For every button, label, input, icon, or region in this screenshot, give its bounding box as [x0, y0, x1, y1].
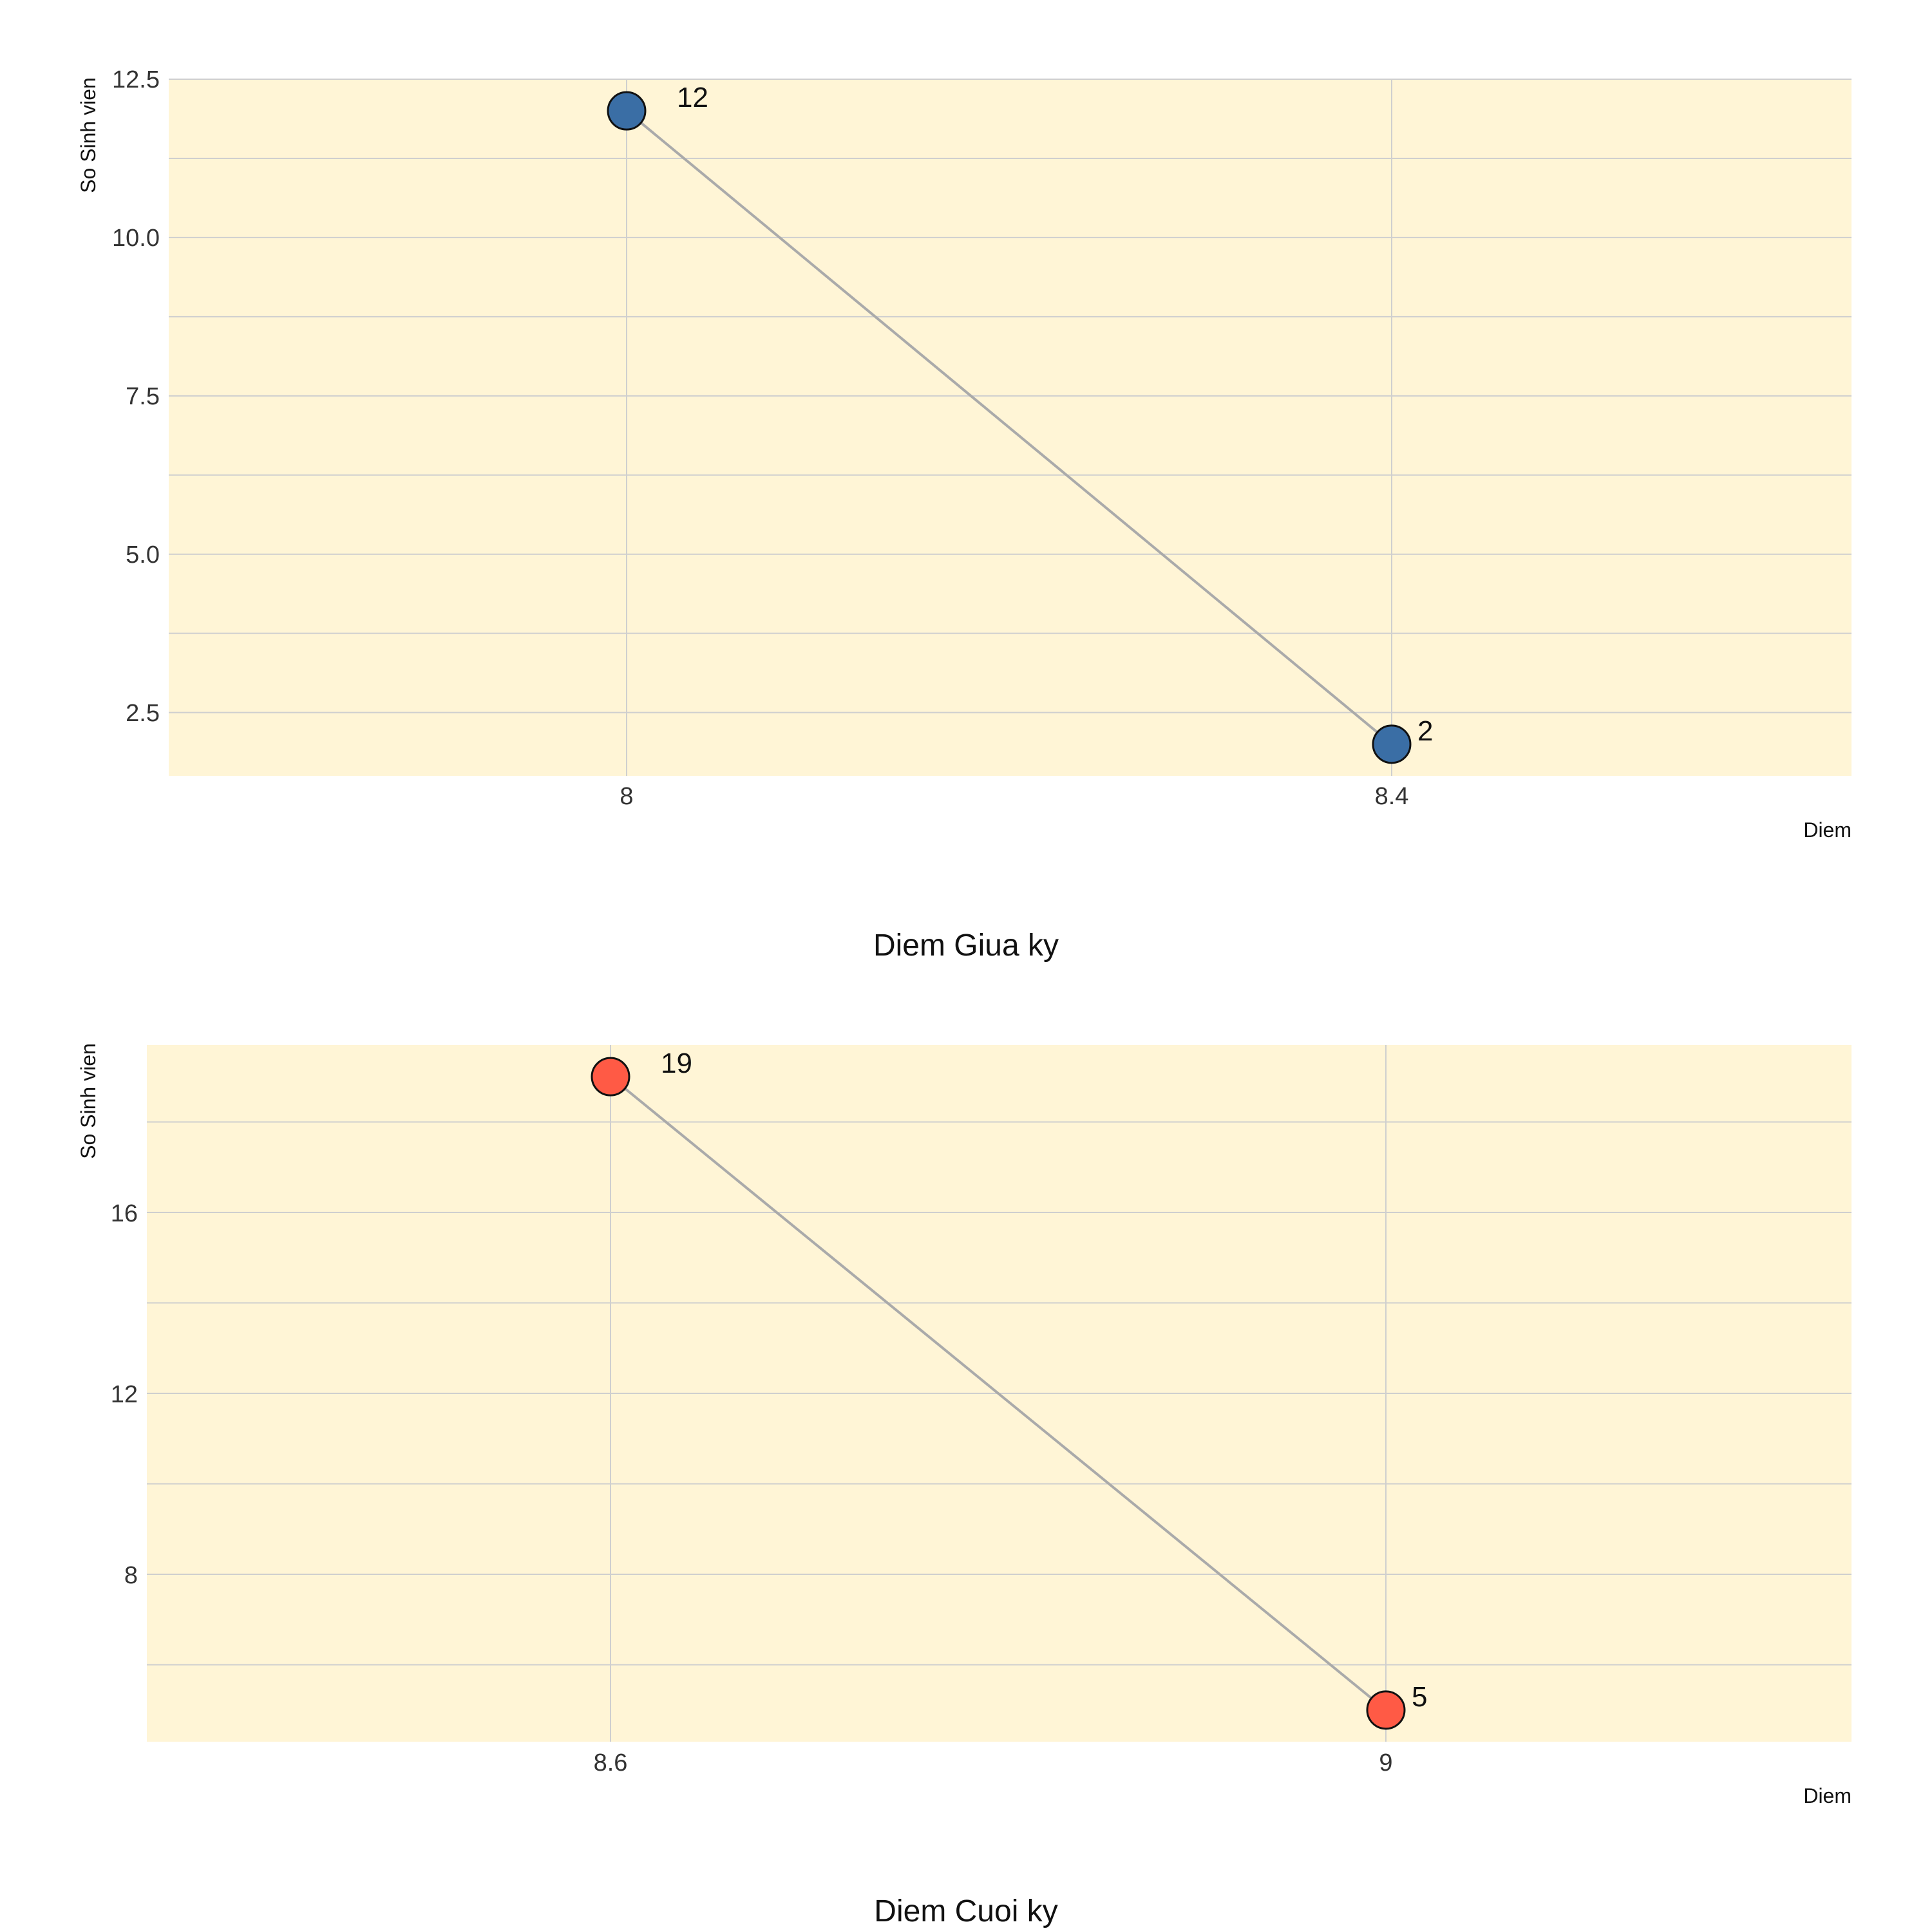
data-point [607, 91, 647, 131]
series-line [625, 109, 1393, 746]
data-point [1366, 1690, 1406, 1730]
y-tick-label: 2.5 [126, 700, 160, 727]
x-tick-label: 8.6 [594, 1749, 628, 1776]
x-axis-label: Diem [1803, 1784, 1852, 1807]
gridlines-midterm [169, 79, 1852, 776]
y-axis-label: So Sinh vien [77, 1043, 100, 1159]
data-label: 19 [661, 1048, 692, 1079]
marks-final: 19 5 [591, 1048, 1427, 1730]
chart-title: Diem Cuoi ky [874, 1894, 1057, 1928]
x-tick-label: 9 [1379, 1749, 1392, 1776]
data-label: 2 [1417, 715, 1433, 747]
y-tick-label: 7.5 [126, 383, 160, 410]
chart-midterm: 12 2 8 8.4 2.5 5.0 7.5 10.0 12.5 So Sinh … [77, 66, 1852, 963]
data-point [1372, 724, 1412, 764]
y-tick-label: 16 [111, 1200, 138, 1227]
y-tick-label: 12.5 [112, 66, 160, 93]
y-tick-label: 12 [111, 1381, 138, 1408]
data-label: 12 [677, 82, 708, 113]
y-axis-label: So Sinh vien [77, 77, 100, 193]
series-line [609, 1075, 1387, 1711]
data-label: 5 [1412, 1681, 1427, 1713]
x-tick-label: 8.4 [1375, 783, 1409, 810]
x-tick-label: 8 [620, 783, 633, 810]
marks-midterm: 12 2 [607, 82, 1433, 764]
y-tick-label: 8 [124, 1562, 138, 1589]
y-tick-label: 5.0 [126, 542, 160, 569]
data-point [591, 1057, 630, 1097]
chart-final: 19 5 8.6 9 8 12 16 So Sinh vien Diem Diem… [77, 1043, 1852, 1928]
x-axis-label: Diem [1803, 818, 1852, 842]
chart-title: Diem Giua ky [873, 928, 1059, 963]
gridlines-final [147, 1045, 1852, 1742]
y-tick-label: 10.0 [112, 225, 160, 252]
